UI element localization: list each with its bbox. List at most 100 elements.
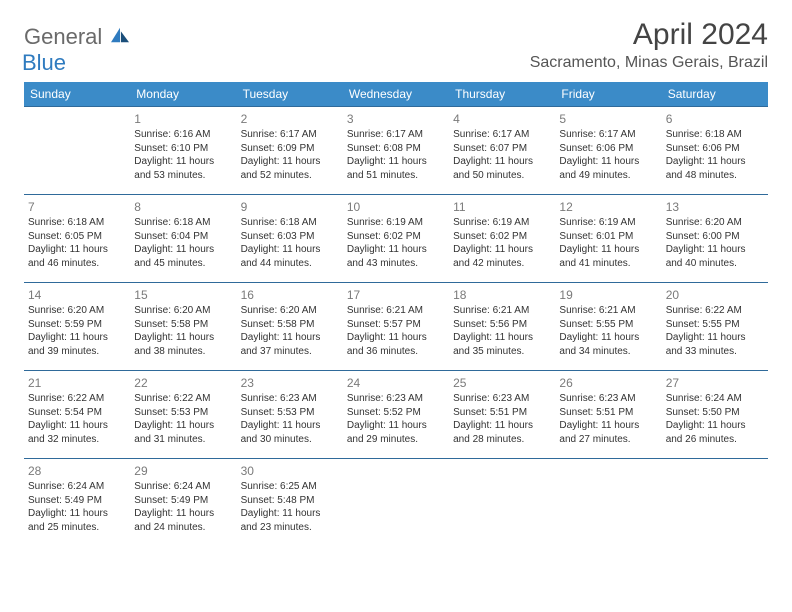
day-info-line: and 36 minutes. — [347, 345, 445, 359]
day-info-line: Sunrise: 6:23 AM — [347, 392, 445, 406]
day-info-line: Sunset: 6:08 PM — [347, 142, 445, 156]
day-cell: 5Sunrise: 6:17 AMSunset: 6:06 PMDaylight… — [555, 107, 661, 195]
day-cell: 10Sunrise: 6:19 AMSunset: 6:02 PMDayligh… — [343, 195, 449, 283]
day-info-line: Daylight: 11 hours — [559, 331, 657, 345]
header-row: General Blue April 2024 Sacramento, Mina… — [24, 18, 768, 76]
day-info-line: Sunrise: 6:16 AM — [134, 128, 232, 142]
day-info-line: Sunrise: 6:22 AM — [28, 392, 126, 406]
day-info-line: Sunset: 5:49 PM — [28, 494, 126, 508]
day-info-line: and 49 minutes. — [559, 169, 657, 183]
day-number: 4 — [453, 111, 551, 127]
weekday-header-row: Sunday Monday Tuesday Wednesday Thursday… — [24, 82, 768, 107]
day-info-line: Sunset: 6:07 PM — [453, 142, 551, 156]
day-info-line: Sunset: 5:56 PM — [453, 318, 551, 332]
day-info-line: Daylight: 11 hours — [134, 155, 232, 169]
day-cell: 14Sunrise: 6:20 AMSunset: 5:59 PMDayligh… — [24, 283, 130, 371]
day-cell: 2Sunrise: 6:17 AMSunset: 6:09 PMDaylight… — [237, 107, 343, 195]
day-info-line: Sunrise: 6:19 AM — [559, 216, 657, 230]
day-info-line: Daylight: 11 hours — [666, 243, 764, 257]
day-info-line: Daylight: 11 hours — [559, 243, 657, 257]
day-info-line: Sunset: 6:10 PM — [134, 142, 232, 156]
day-info-line: Daylight: 11 hours — [241, 419, 339, 433]
day-info-line: Sunrise: 6:23 AM — [559, 392, 657, 406]
day-number: 16 — [241, 287, 339, 303]
day-info-line: Sunrise: 6:19 AM — [347, 216, 445, 230]
day-info-line: Sunset: 6:01 PM — [559, 230, 657, 244]
day-info-line: Daylight: 11 hours — [347, 331, 445, 345]
day-number: 18 — [453, 287, 551, 303]
calendar-row: 7Sunrise: 6:18 AMSunset: 6:05 PMDaylight… — [24, 195, 768, 283]
day-info-line: and 37 minutes. — [241, 345, 339, 359]
empty-cell — [24, 107, 130, 195]
day-info-line: Sunset: 6:02 PM — [347, 230, 445, 244]
day-info-line: Daylight: 11 hours — [666, 331, 764, 345]
day-info-line: and 29 minutes. — [347, 433, 445, 447]
day-info-line: Daylight: 11 hours — [134, 507, 232, 521]
day-info-line: and 53 minutes. — [134, 169, 232, 183]
day-info-line: Sunset: 5:59 PM — [28, 318, 126, 332]
day-info-line: Sunset: 5:51 PM — [453, 406, 551, 420]
day-cell: 4Sunrise: 6:17 AMSunset: 6:07 PMDaylight… — [449, 107, 555, 195]
day-info-line: Sunrise: 6:17 AM — [347, 128, 445, 142]
day-number: 1 — [134, 111, 232, 127]
day-cell: 1Sunrise: 6:16 AMSunset: 6:10 PMDaylight… — [130, 107, 236, 195]
logo-text-wrap: General Blue — [24, 24, 131, 76]
day-info-line: Sunrise: 6:24 AM — [28, 480, 126, 494]
day-cell: 11Sunrise: 6:19 AMSunset: 6:02 PMDayligh… — [449, 195, 555, 283]
day-info-line: Daylight: 11 hours — [241, 155, 339, 169]
day-info-line: Sunset: 5:57 PM — [347, 318, 445, 332]
day-number: 10 — [347, 199, 445, 215]
day-number: 2 — [241, 111, 339, 127]
day-number: 9 — [241, 199, 339, 215]
calendar-table: Sunday Monday Tuesday Wednesday Thursday… — [24, 82, 768, 543]
day-number: 14 — [28, 287, 126, 303]
day-cell: 16Sunrise: 6:20 AMSunset: 5:58 PMDayligh… — [237, 283, 343, 371]
day-info-line: Sunrise: 6:23 AM — [453, 392, 551, 406]
day-number: 8 — [134, 199, 232, 215]
calendar-row: 21Sunrise: 6:22 AMSunset: 5:54 PMDayligh… — [24, 371, 768, 459]
day-info-line: Sunrise: 6:19 AM — [453, 216, 551, 230]
month-title: April 2024 — [530, 18, 768, 52]
day-cell: 25Sunrise: 6:23 AMSunset: 5:51 PMDayligh… — [449, 371, 555, 459]
weekday-monday: Monday — [130, 82, 236, 107]
calendar-row: 1Sunrise: 6:16 AMSunset: 6:10 PMDaylight… — [24, 107, 768, 195]
day-info-line: Sunset: 5:53 PM — [241, 406, 339, 420]
day-number: 11 — [453, 199, 551, 215]
day-number: 19 — [559, 287, 657, 303]
weekday-friday: Friday — [555, 82, 661, 107]
day-info-line: and 31 minutes. — [134, 433, 232, 447]
day-info-line: Daylight: 11 hours — [559, 155, 657, 169]
logo-sail-icon — [109, 26, 131, 44]
day-info-line: and 23 minutes. — [241, 521, 339, 535]
day-info-line: Daylight: 11 hours — [28, 419, 126, 433]
day-cell: 29Sunrise: 6:24 AMSunset: 5:49 PMDayligh… — [130, 459, 236, 543]
day-info-line: Daylight: 11 hours — [347, 155, 445, 169]
day-info-line: Sunrise: 6:20 AM — [666, 216, 764, 230]
day-number: 25 — [453, 375, 551, 391]
day-info-line: Daylight: 11 hours — [28, 243, 126, 257]
calendar-row: 14Sunrise: 6:20 AMSunset: 5:59 PMDayligh… — [24, 283, 768, 371]
day-info-line: Sunrise: 6:17 AM — [241, 128, 339, 142]
day-info-line: Sunrise: 6:21 AM — [453, 304, 551, 318]
day-info-line: and 50 minutes. — [453, 169, 551, 183]
day-number: 28 — [28, 463, 126, 479]
day-info-line: Daylight: 11 hours — [134, 331, 232, 345]
day-cell: 6Sunrise: 6:18 AMSunset: 6:06 PMDaylight… — [662, 107, 768, 195]
day-info-line: and 40 minutes. — [666, 257, 764, 271]
day-number: 20 — [666, 287, 764, 303]
day-info-line: Sunrise: 6:22 AM — [666, 304, 764, 318]
day-info-line: Sunset: 5:49 PM — [134, 494, 232, 508]
day-info-line: Daylight: 11 hours — [347, 419, 445, 433]
day-info-line: and 24 minutes. — [134, 521, 232, 535]
empty-cell — [555, 459, 661, 543]
day-info-line: and 35 minutes. — [453, 345, 551, 359]
day-info-line: Daylight: 11 hours — [453, 419, 551, 433]
day-info-line: Sunset: 6:03 PM — [241, 230, 339, 244]
day-info-line: Daylight: 11 hours — [241, 243, 339, 257]
day-info-line: and 26 minutes. — [666, 433, 764, 447]
day-info-line: Sunrise: 6:17 AM — [559, 128, 657, 142]
location: Sacramento, Minas Gerais, Brazil — [530, 54, 768, 72]
weekday-saturday: Saturday — [662, 82, 768, 107]
day-cell: 22Sunrise: 6:22 AMSunset: 5:53 PMDayligh… — [130, 371, 236, 459]
day-cell: 23Sunrise: 6:23 AMSunset: 5:53 PMDayligh… — [237, 371, 343, 459]
